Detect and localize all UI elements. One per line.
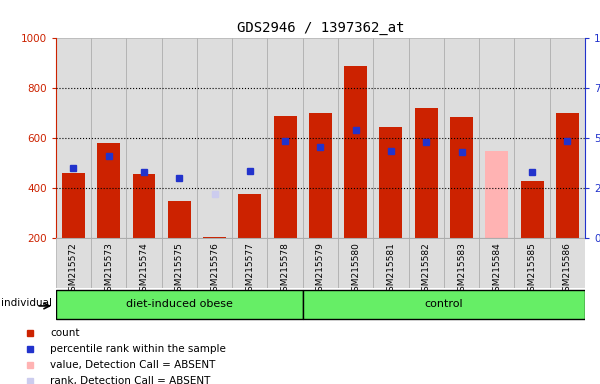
Bar — [56, 38, 91, 238]
Text: diet-induced obese: diet-induced obese — [126, 299, 233, 310]
Bar — [514, 38, 550, 238]
Text: GSM215580: GSM215580 — [351, 242, 360, 297]
Bar — [409, 238, 444, 288]
Text: GSM215578: GSM215578 — [281, 242, 290, 297]
Bar — [268, 38, 303, 238]
Text: GSM215584: GSM215584 — [493, 242, 502, 297]
Bar — [133, 174, 155, 238]
Bar — [303, 38, 338, 238]
Text: percentile rank within the sample: percentile rank within the sample — [50, 344, 226, 354]
Text: count: count — [50, 328, 80, 338]
Bar — [344, 66, 367, 238]
Bar — [303, 238, 338, 288]
Text: GSM215574: GSM215574 — [139, 242, 149, 297]
Text: GSM215585: GSM215585 — [527, 242, 536, 297]
Text: rank, Detection Call = ABSENT: rank, Detection Call = ABSENT — [50, 376, 211, 384]
Text: GSM215573: GSM215573 — [104, 242, 113, 297]
Bar — [485, 151, 508, 238]
Text: GSM215586: GSM215586 — [563, 242, 572, 297]
Bar — [168, 200, 191, 238]
Bar — [379, 127, 403, 238]
Text: control: control — [425, 299, 463, 310]
Bar — [91, 38, 127, 238]
Text: GSM215579: GSM215579 — [316, 242, 325, 297]
Title: GDS2946 / 1397362_at: GDS2946 / 1397362_at — [236, 21, 404, 35]
Bar — [556, 113, 579, 238]
Bar — [521, 180, 544, 238]
Bar — [127, 238, 161, 288]
Bar — [161, 38, 197, 238]
Bar — [309, 113, 332, 238]
Bar — [303, 290, 585, 319]
Bar — [450, 117, 473, 238]
Bar — [338, 38, 373, 238]
Text: GSM215572: GSM215572 — [69, 242, 78, 297]
Bar — [444, 238, 479, 288]
Bar — [62, 173, 85, 238]
Text: GSM215581: GSM215581 — [386, 242, 395, 297]
Text: individual: individual — [1, 298, 52, 308]
Bar — [232, 238, 268, 288]
Bar — [127, 38, 161, 238]
Bar — [479, 238, 514, 288]
Bar — [274, 116, 296, 238]
Bar — [550, 38, 585, 238]
Text: GSM215582: GSM215582 — [422, 242, 431, 297]
Text: GSM215575: GSM215575 — [175, 242, 184, 297]
Text: GSM215583: GSM215583 — [457, 242, 466, 297]
Bar — [444, 38, 479, 238]
Bar — [197, 238, 232, 288]
Bar — [161, 238, 197, 288]
Bar — [56, 238, 91, 288]
Bar — [514, 238, 550, 288]
Bar — [479, 38, 514, 238]
Bar — [409, 38, 444, 238]
Bar — [338, 238, 373, 288]
Bar — [91, 238, 127, 288]
Bar — [268, 238, 303, 288]
Bar — [373, 238, 409, 288]
Bar — [373, 38, 409, 238]
Text: GSM215576: GSM215576 — [210, 242, 219, 297]
Bar — [232, 38, 268, 238]
Bar — [203, 237, 226, 238]
Bar — [415, 108, 438, 238]
Text: GSM215577: GSM215577 — [245, 242, 254, 297]
Bar — [56, 290, 303, 319]
Bar — [550, 238, 585, 288]
Text: value, Detection Call = ABSENT: value, Detection Call = ABSENT — [50, 360, 215, 370]
Bar — [238, 194, 262, 238]
Bar — [197, 38, 232, 238]
Bar — [97, 143, 120, 238]
